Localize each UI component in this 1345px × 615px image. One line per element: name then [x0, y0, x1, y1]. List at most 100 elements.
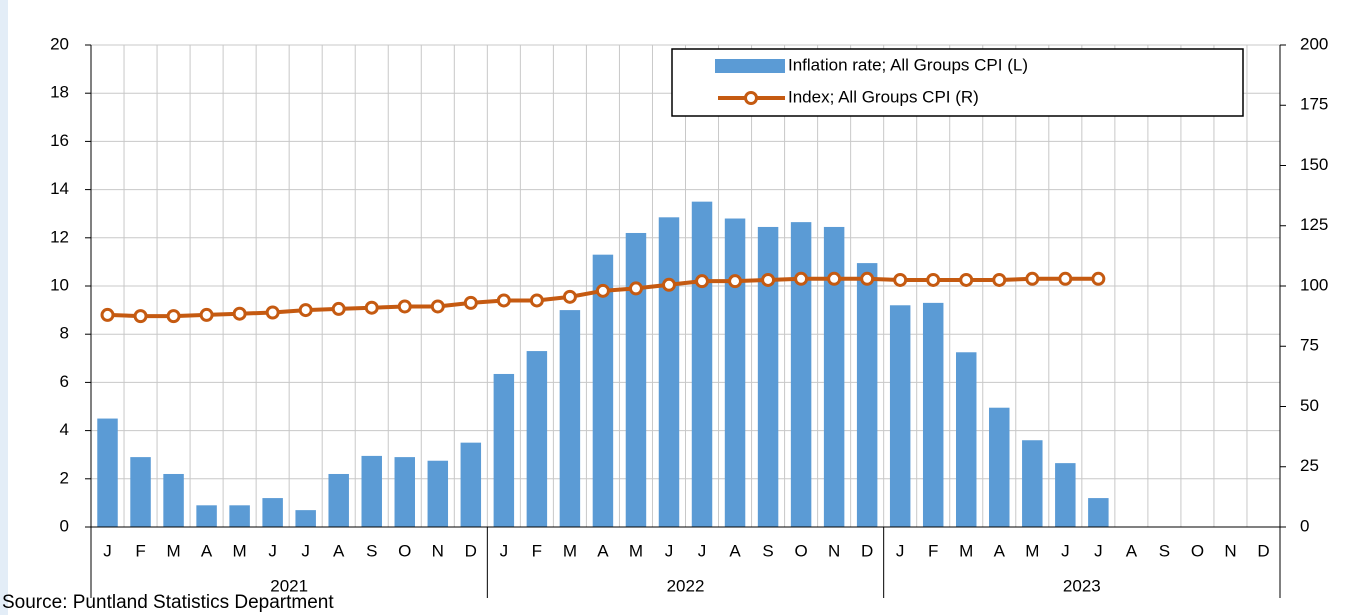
line-marker: [860, 271, 875, 286]
line-marker: [298, 303, 313, 318]
y2-tick-label: 175: [1300, 95, 1328, 114]
line-marker: [661, 277, 676, 292]
line-marker: [595, 283, 610, 298]
bar: [130, 457, 151, 527]
y-tick-label: 10: [50, 275, 69, 294]
line-marker: [1025, 271, 1040, 286]
x-tick-label: J: [698, 541, 707, 560]
bar: [559, 310, 581, 527]
frame-edge: [0, 0, 8, 615]
bar: [823, 226, 845, 527]
line-marker: [529, 293, 544, 308]
line-marker: [232, 306, 247, 321]
line-marker: [430, 299, 445, 314]
year-label: 2022: [667, 576, 705, 595]
x-tick-label: M: [166, 541, 180, 560]
line-marker: [100, 307, 115, 322]
x-tick-label: O: [794, 541, 807, 560]
x-tick-label: S: [762, 541, 773, 560]
y2-tick-label: 25: [1300, 456, 1319, 475]
x-tick-label: A: [994, 541, 1006, 560]
bar: [625, 232, 647, 528]
legend-label: Inflation rate; All Groups CPI (L): [788, 55, 1028, 74]
bar: [658, 217, 680, 527]
x-tick-label: A: [201, 541, 213, 560]
line-marker: [628, 281, 643, 296]
line-marker: [1091, 271, 1106, 286]
line-marker: [794, 271, 809, 286]
y-tick-label: 18: [50, 83, 69, 102]
x-tick-label: M: [563, 541, 577, 560]
bar: [493, 373, 515, 527]
x-tick-label: D: [465, 541, 477, 560]
line-marker: [463, 295, 478, 310]
x-tick-label: J: [301, 541, 310, 560]
legend-swatch: [715, 59, 785, 73]
bar: [856, 263, 878, 527]
bar: [163, 473, 184, 527]
bar: [757, 226, 779, 527]
line-marker: [1058, 271, 1073, 286]
x-tick-label: J: [1094, 541, 1103, 560]
bar: [328, 473, 349, 527]
x-tick-label: N: [1224, 541, 1236, 560]
bar: [295, 510, 316, 527]
y-tick-label: 0: [60, 516, 69, 535]
legend-marker: [744, 91, 758, 105]
x-tick-label: M: [959, 541, 973, 560]
y-tick-label: 16: [50, 131, 69, 150]
year-label: 2023: [1063, 576, 1101, 595]
line-marker: [992, 272, 1007, 287]
x-tick-label: F: [928, 541, 938, 560]
y2-tick-label: 125: [1300, 215, 1328, 234]
y-tick-label: 14: [50, 179, 69, 198]
x-tick-label: A: [729, 541, 741, 560]
year-label: 2021: [270, 576, 308, 595]
x-tick-label: M: [1025, 541, 1039, 560]
y2-tick-label: 50: [1300, 396, 1319, 415]
source-note: Source: Puntland Statistics Department: [2, 592, 334, 613]
x-tick-label: N: [828, 541, 840, 560]
x-tick-label: F: [135, 541, 145, 560]
y-tick-label: 20: [50, 34, 69, 53]
x-tick-label: M: [233, 541, 247, 560]
bar: [592, 254, 614, 528]
y-tick-label: 6: [60, 372, 69, 391]
bar: [889, 305, 911, 527]
x-tick-label: S: [366, 541, 377, 560]
line-marker: [199, 307, 214, 322]
x-tick-label: M: [629, 541, 643, 560]
line-marker: [959, 272, 974, 287]
line-marker: [166, 309, 181, 324]
x-tick-label: F: [532, 541, 542, 560]
x-tick-label: A: [1126, 541, 1138, 560]
bar: [1088, 498, 1109, 527]
line-marker: [364, 300, 379, 315]
y2-tick-label: 200: [1300, 34, 1328, 53]
bar: [1055, 463, 1076, 527]
x-tick-label: J: [268, 541, 277, 560]
bar: [989, 407, 1010, 527]
line-marker: [695, 274, 710, 289]
bar: [361, 455, 382, 527]
legend-label: Index; All Groups CPI (R): [788, 87, 979, 106]
bar: [1022, 440, 1043, 527]
y-tick-label: 4: [60, 420, 69, 439]
line-marker: [496, 293, 511, 308]
bar: [955, 352, 977, 527]
y2-tick-label: 150: [1300, 155, 1328, 174]
line-marker: [133, 309, 148, 324]
bar: [394, 457, 416, 527]
x-tick-label: J: [896, 541, 905, 560]
x-tick-label: N: [432, 541, 444, 560]
x-tick-label: S: [1159, 541, 1170, 560]
line-marker: [397, 299, 412, 314]
y2-tick-label: 100: [1300, 275, 1328, 294]
line-marker: [265, 305, 280, 320]
x-tick-label: D: [1257, 541, 1269, 560]
x-tick-label: J: [1061, 541, 1070, 560]
bar: [724, 218, 746, 527]
y-tick-label: 2: [60, 468, 69, 487]
x-tick-label: O: [1191, 541, 1204, 560]
